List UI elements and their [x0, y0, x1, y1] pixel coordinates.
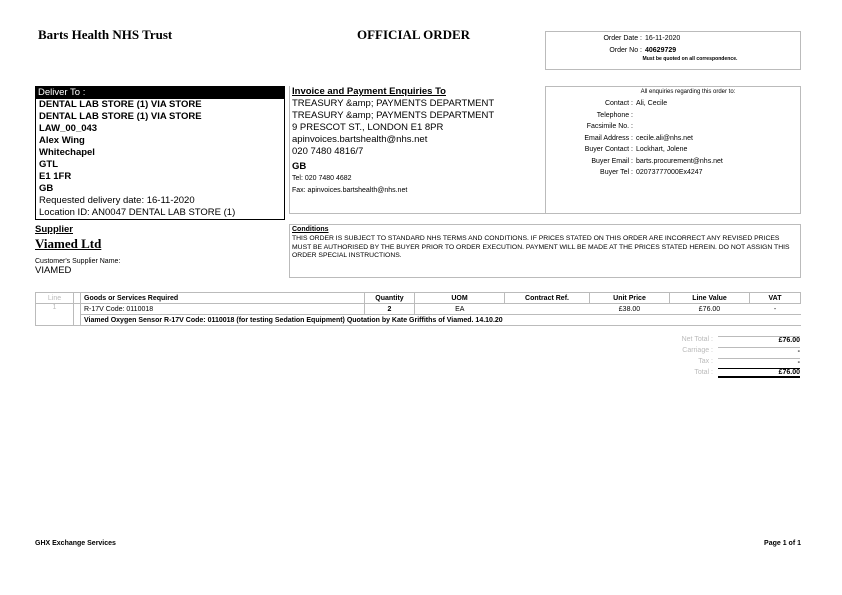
line-number: 1	[35, 303, 74, 326]
order-no: 40629729	[645, 46, 677, 54]
supplier-heading: Supplier	[35, 224, 74, 235]
contract-ref	[505, 304, 590, 315]
invoice-line: TREASURY &amp; PAYMENTS DEPARTMENT	[292, 98, 495, 109]
order-lines-table: Line Goods or Services Required Quantity…	[35, 292, 801, 326]
invoice-section: Invoice and Payment Enquiries To TREASUR…	[289, 86, 545, 214]
order-date: 16-11-2020	[645, 35, 681, 42]
col-contract: Contract Ref.	[504, 292, 590, 304]
invoice-line: TREASURY &amp; PAYMENTS DEPARTMENT	[292, 110, 495, 121]
page-number: Page 1 of 1	[764, 540, 801, 547]
customer-supplier-label: Customer's Supplier Name:	[35, 258, 121, 265]
deliver-line: LAW_00_043	[39, 123, 98, 134]
contact-label: Contact :	[604, 100, 633, 107]
invoice-fax: Fax: apinvoices.bartshealth@nhs.net	[292, 186, 408, 194]
deliver-heading: Deliver To :	[36, 87, 284, 99]
deliver-line: GB	[39, 183, 54, 194]
buyer-contact-label: Buyer Contact :	[584, 146, 633, 153]
item-name: R-17V Code: 0110018	[80, 303, 365, 315]
invoice-heading: Invoice and Payment Enquiries To	[292, 86, 446, 97]
requested-date: Requested delivery date: 16-11-2020	[39, 195, 195, 206]
total-value: £76.00	[718, 367, 800, 378]
contact-value: Ali, Cecile	[636, 100, 668, 107]
col-line-value: Line Value	[669, 292, 750, 304]
invoice-tel: Tel: 020 7480 4682	[292, 175, 352, 182]
deliver-line: Alex Wing	[39, 135, 85, 146]
telephone-label: Telephone :	[596, 111, 633, 119]
conditions-box: Conditions THIS ORDER IS SUBJECT TO STAN…	[289, 224, 801, 278]
col-unit-price: Unit Price	[589, 292, 670, 304]
supplier-name: Viamed Ltd	[35, 236, 102, 251]
net-total-value: £76.00	[718, 335, 800, 344]
tax-value: -	[718, 357, 800, 366]
invoice-email: apinvoices.bartshealth@nhs.net	[292, 134, 428, 145]
order-date-label: Order Date :	[603, 35, 642, 42]
deliver-line: E1 1FR	[39, 171, 72, 182]
order-note: Must be quoted on all correspondence.	[642, 56, 738, 62]
net-total-label: Net Total :	[681, 336, 713, 343]
supplier-section: Supplier Viamed Ltd Customer's Supplier …	[35, 224, 285, 276]
enquiries-box: All enquiries regarding this order to: C…	[545, 86, 801, 214]
col-line: Line	[35, 292, 74, 304]
customer-supplier-name: VIAMED	[35, 265, 72, 276]
buyer-tel-label: Buyer Tel :	[600, 169, 633, 176]
deliver-line: DENTAL LAB STORE (1) VIA STORE	[39, 99, 202, 110]
footer-left: GHX Exchange Services	[35, 540, 116, 547]
col-quantity: Quantity	[364, 292, 415, 304]
item-description: Viamed Oxygen Sensor R-17V Code: 0110018…	[80, 314, 801, 326]
total-label: Total :	[694, 369, 713, 376]
vat: -	[773, 305, 777, 313]
carriage-label: Carriage :	[682, 347, 713, 354]
facsimile-label: Facsimile No. :	[586, 123, 633, 130]
unit-price: £38.00	[618, 305, 641, 313]
quantity: 2	[364, 303, 415, 315]
conditions-heading: Conditions	[292, 226, 329, 233]
table-row: 1 R-17V Code: 0110018 2 EA £38.00 £76.00…	[35, 303, 801, 326]
table-header: Line Goods or Services Required Quantity…	[35, 292, 801, 304]
email-label: Email Address :	[584, 134, 633, 142]
line-value: £76.00	[698, 305, 721, 313]
order-no-label: Order No :	[609, 46, 642, 54]
page-title: OFFICIAL ORDER	[357, 27, 471, 42]
email-value: cecile.ali@nhs.net	[636, 134, 693, 142]
invoice-line: 9 PRESCOT ST., LONDON E1 8PR	[292, 122, 444, 133]
buyer-email-label: Buyer Email :	[591, 157, 633, 165]
uom: EA	[455, 305, 465, 313]
location-id: Location ID: AN0047 DENTAL LAB STORE (1)	[39, 207, 236, 218]
table-row-description: Viamed Oxygen Sensor R-17V Code: 0110018…	[36, 314, 801, 326]
buyer-email-value: barts.procurement@nhs.net	[636, 157, 723, 165]
deliver-line: GTL	[39, 159, 58, 170]
col-goods: Goods or Services Required	[80, 292, 365, 304]
buyer-tel-value: 02073777000Ex4247	[636, 169, 703, 176]
col-uom: UOM	[414, 292, 505, 304]
col-vat: VAT	[749, 292, 801, 304]
invoice-country: GB	[292, 161, 307, 172]
deliver-line: Whitechapel	[39, 147, 95, 158]
buyer-contact-value: Lockhart, Jolene	[636, 146, 688, 153]
order-info-box: Order Date :16-11-2020 Order No :4062972…	[545, 31, 801, 70]
tax-label: Tax :	[698, 358, 713, 365]
enquiries-heading: All enquiries regarding this order to:	[640, 89, 736, 95]
deliver-to-box: Deliver To : DENTAL LAB STORE (1) VIA ST…	[35, 86, 285, 220]
org-name: Barts Health NHS Trust	[38, 27, 173, 42]
conditions-text: THIS ORDER IS SUBJECT TO STANDARD NHS TE…	[292, 235, 790, 259]
totals: Net Total : £76.00 Carriage :- Tax :- Tot…	[648, 334, 800, 378]
invoice-phone: 020 7480 4816/7	[292, 146, 364, 157]
carriage-value: -	[718, 346, 800, 355]
deliver-line: DENTAL LAB STORE (1) VIA STORE	[39, 111, 202, 122]
